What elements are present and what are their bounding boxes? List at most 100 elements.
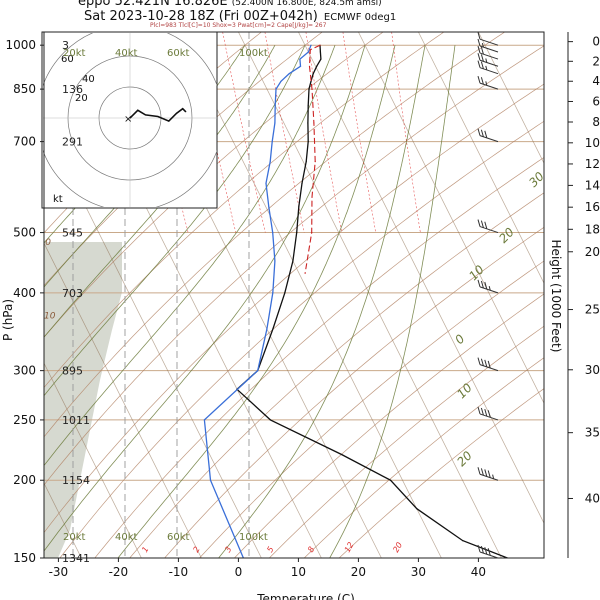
wind-barb-flag-700-1: [480, 129, 484, 137]
height-ft-tick-label-0: 0: [592, 35, 600, 49]
wind-barb-flag-200-0: [477, 467, 481, 475]
right-axis-label: Height (1000 Feet): [549, 240, 563, 353]
wind-barb-200: [477, 467, 499, 481]
wind-barb-flag-200-2: [484, 469, 488, 477]
mixing-ratio-8: [305, 32, 343, 233]
wind-barb-shaft-850: [479, 82, 499, 90]
valid-time: Sat 2023-10-28 18Z (Fri 00Z+042h) ECMWF 0…: [84, 9, 397, 24]
wind-barb-flag-700-0: [477, 128, 481, 136]
height-ft-tick-label-25: 25: [585, 303, 600, 317]
series-2-point-7: [311, 232, 313, 234]
speed-label-bottom-1: 40kt: [115, 532, 138, 543]
wind-barb-shaft-900: [479, 67, 499, 75]
series-0-point-22: [416, 508, 418, 510]
height-ft-tick-label-14: 14: [585, 178, 600, 192]
mixing-ratio-label-8: 8: [306, 545, 316, 554]
wind-barb-900: [477, 60, 499, 75]
temp-tick-label-30: 30: [411, 565, 426, 579]
series-1-point-5: [280, 80, 282, 82]
series-0-point-9: [307, 141, 309, 143]
temp-tick-label--20: -20: [109, 565, 129, 579]
series-2-point-0: [319, 44, 321, 46]
height-ft-tick-label-10: 10: [585, 136, 600, 150]
dry-adiabat-90: [129, 192, 544, 558]
speed-label-top-0: 20kt: [63, 48, 86, 59]
dry-adiabat-70: [59, 120, 544, 558]
wind-barb-300: [477, 357, 499, 372]
dry-adiabat-edge-label-1: 0: [45, 238, 51, 248]
mixing-ratio-12: [342, 32, 376, 233]
pressure-tick-label-200: 200: [13, 473, 36, 487]
hodograph-point-5: [168, 120, 170, 122]
pressure-tick-label-400: 400: [13, 286, 36, 300]
hodograph-unit-label: kt: [53, 194, 63, 205]
wind-barb-flag-500-0: [477, 219, 481, 227]
height-ft-tick-label-12: 12: [585, 157, 600, 171]
series-0-point-7: [307, 104, 309, 107]
height-label-500: 545: [62, 227, 83, 240]
mixing-ratio-label-5: 5: [265, 545, 275, 554]
hodograph-box: [41, 31, 218, 209]
wind-barb-flag-200-3: [487, 470, 491, 478]
series-1-point-7: [274, 104, 276, 107]
wind-barb-flag-150-3: [487, 548, 491, 556]
dry-adiabat-110: [199, 260, 544, 558]
isotherm--60: [44, 362, 142, 558]
wind-barb-1000: [477, 32, 499, 46]
dry-adiabat-140: [303, 357, 544, 558]
plot-frame: [43, 31, 545, 559]
height-label-1000: 3: [62, 39, 69, 52]
sounding-indices: Plcl=983 Tlcl[C]=10 Shox=3 Pwat[cm]=2 Ca…: [150, 22, 327, 29]
wind-barb-flag-150-1: [480, 545, 484, 554]
hodograph-ring-label-60: 60: [61, 54, 74, 65]
wind-barb-flag-250-1: [480, 407, 484, 416]
wind-barb-half-850: [485, 81, 488, 86]
wind-barb-flag-850-0: [477, 75, 481, 84]
series-2-point-3: [311, 88, 313, 90]
wind-barb-half-900: [485, 65, 488, 70]
series-line-2: [304, 44, 321, 274]
wind-barb-flag-500-1: [480, 220, 484, 228]
isotherm-30: [418, 32, 544, 284]
height-ft-tick-label-16: 16: [585, 200, 600, 214]
series-0-point-19: [269, 419, 271, 421]
wind-barb-flag-250-2: [484, 408, 488, 417]
mixing-ratio-5: [264, 32, 305, 233]
moist-adiabat-label-2: 20: [454, 448, 475, 469]
series-1-point-13: [272, 232, 274, 234]
wind-barb-flag-400-1: [480, 280, 484, 289]
moist-adiabat-20: [44, 45, 366, 552]
pressure-tick-label-250: 250: [13, 413, 36, 427]
isotherm-40: [478, 32, 544, 164]
series-2-point-8: [304, 272, 306, 274]
series-0-point-3: [316, 65, 318, 67]
height-label-700: 291: [62, 136, 83, 149]
series-0-point-4: [312, 73, 314, 75]
wind-barb-half-200: [492, 474, 495, 479]
isotherm--10: [178, 32, 442, 558]
hodograph-point-4: [157, 116, 159, 117]
hodograph-point-1: [132, 114, 134, 116]
axes: 1502002503004005007008501000134111541011…: [1, 32, 600, 600]
height-ft-tick-label-40: 40: [585, 491, 600, 505]
series-1-point-15: [272, 292, 274, 294]
speed-label-bottom-2: 60kt: [167, 532, 190, 543]
wind-barb-250: [477, 406, 499, 421]
series-1-point-8: [274, 122, 276, 124]
moist-adiabat-label-1: 10: [454, 380, 475, 401]
pressure-tick-label-300: 300: [13, 364, 36, 378]
series-1-point-0: [310, 44, 312, 46]
temp-tick-label--30: -30: [49, 565, 69, 579]
series-0-point-20: [341, 453, 343, 456]
series-2-point-4: [313, 122, 315, 124]
speed-label-bottom-0: 20kt: [63, 532, 86, 543]
wind-barb-950: [477, 45, 499, 60]
height-ft-tick-label-35: 35: [585, 426, 600, 440]
wind-barb-flag-150-0: [477, 544, 481, 553]
dendritic-shading: [44, 242, 122, 558]
wind-barb-flag-300-1: [480, 358, 484, 366]
x-axis-label: Temperature (C): [256, 592, 355, 600]
pressure-tick-label-700: 700: [13, 135, 36, 149]
pressure-tick-label-150: 150: [13, 551, 36, 565]
